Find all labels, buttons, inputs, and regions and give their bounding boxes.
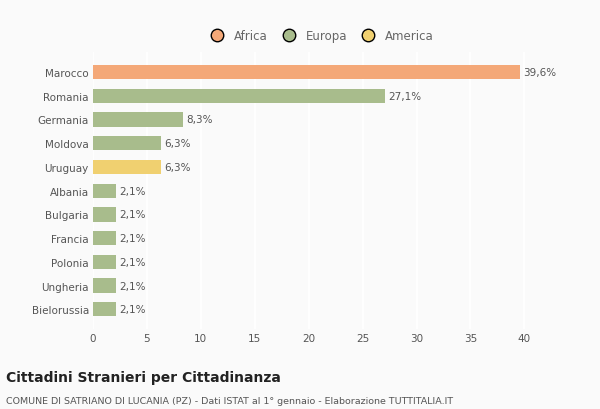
Bar xyxy=(93,208,116,222)
Text: 2,1%: 2,1% xyxy=(119,186,145,196)
Bar xyxy=(93,137,161,151)
Text: Cittadini Stranieri per Cittadinanza: Cittadini Stranieri per Cittadinanza xyxy=(6,370,281,384)
Text: 27,1%: 27,1% xyxy=(389,92,422,101)
Text: 2,1%: 2,1% xyxy=(119,305,145,315)
Text: COMUNE DI SATRIANO DI LUCANIA (PZ) - Dati ISTAT al 1° gennaio - Elaborazione TUT: COMUNE DI SATRIANO DI LUCANIA (PZ) - Dat… xyxy=(6,396,453,405)
Bar xyxy=(93,255,116,270)
Text: 8,3%: 8,3% xyxy=(186,115,212,125)
Text: 39,6%: 39,6% xyxy=(523,68,556,78)
Bar xyxy=(93,160,161,175)
Text: 2,1%: 2,1% xyxy=(119,234,145,243)
Bar xyxy=(93,231,116,246)
Legend: Africa, Europa, America: Africa, Europa, America xyxy=(203,27,436,45)
Text: 2,1%: 2,1% xyxy=(119,257,145,267)
Bar xyxy=(93,279,116,293)
Text: 2,1%: 2,1% xyxy=(119,281,145,291)
Bar xyxy=(93,303,116,317)
Bar xyxy=(93,113,182,127)
Bar xyxy=(93,184,116,198)
Bar xyxy=(93,66,520,80)
Bar xyxy=(93,90,385,103)
Text: 6,3%: 6,3% xyxy=(164,139,191,149)
Text: 6,3%: 6,3% xyxy=(164,162,191,173)
Text: 2,1%: 2,1% xyxy=(119,210,145,220)
